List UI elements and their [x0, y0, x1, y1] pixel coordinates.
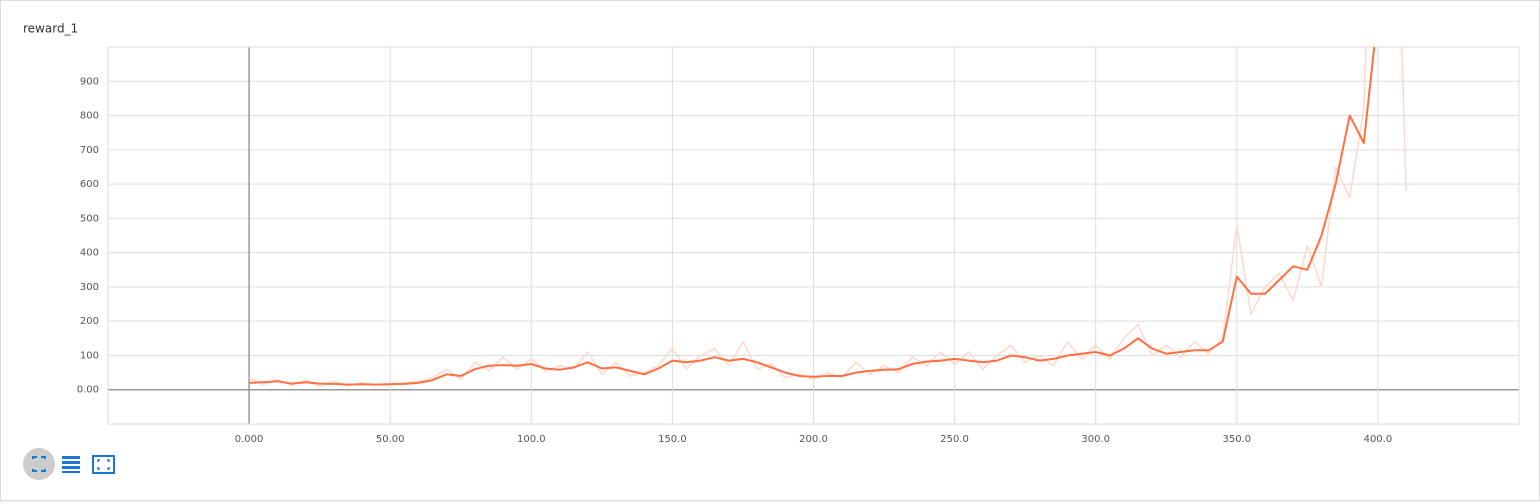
log-toggle-button[interactable]: [62, 456, 80, 473]
x-tick-label: 250.0: [940, 434, 969, 445]
y-tick-label: 800: [80, 111, 99, 122]
x-tick-label: 200.0: [799, 434, 828, 445]
y-tick-label: 100: [80, 350, 99, 361]
x-tick-label: 100.0: [517, 434, 546, 445]
y-tick-label: 400: [80, 248, 99, 259]
y-tick-label: 300: [80, 282, 99, 293]
plot-area: [248, 47, 1407, 388]
x-tick-label: 350.0: [1222, 434, 1251, 445]
y-tick-label: 500: [80, 213, 99, 224]
toolbar: [23, 448, 115, 480]
fit-icon: [32, 456, 46, 472]
expand-button[interactable]: [92, 455, 115, 474]
chart-title: reward_1: [23, 22, 78, 36]
y-tick-label: 700: [80, 145, 99, 156]
y-tick-label: 600: [80, 179, 99, 190]
y-tick-label: 200: [80, 316, 99, 327]
x-tick-label: 400.0: [1364, 434, 1393, 445]
fit-domain-button[interactable]: [23, 448, 55, 480]
y-tick-label: 0.00: [77, 385, 99, 396]
x-tick-label: 150.0: [658, 434, 687, 445]
x-tick-label: 300.0: [1081, 434, 1110, 445]
x-tick-label: 0.000: [235, 434, 264, 445]
plot-frame: [107, 46, 1520, 425]
grid: 0.00 100 200 300 400 500 600 700 800 900 0.000 50.0…: [77, 46, 1520, 445]
x-tick-label: 50.00: [376, 434, 405, 445]
series-line: [249, 47, 1376, 386]
y-tick-label: 900: [80, 76, 99, 87]
series-line: [248, 47, 1407, 388]
